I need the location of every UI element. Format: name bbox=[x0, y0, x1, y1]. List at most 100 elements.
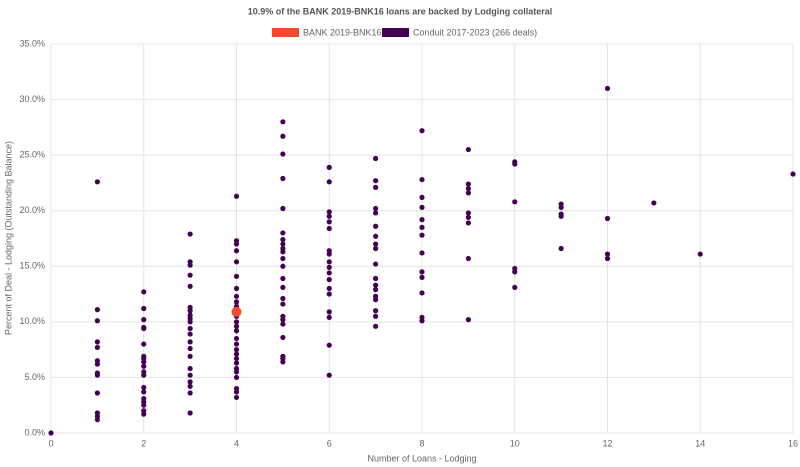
data-point bbox=[512, 284, 518, 291]
data-point bbox=[141, 389, 147, 395]
y-tick-label: 30.0% bbox=[19, 94, 45, 104]
data-point bbox=[233, 193, 240, 199]
data-point bbox=[187, 353, 193, 359]
data-point bbox=[326, 372, 332, 378]
data-point bbox=[94, 339, 100, 345]
data-point bbox=[326, 342, 332, 348]
data-point bbox=[558, 245, 564, 252]
data-point bbox=[558, 213, 564, 219]
data-point bbox=[419, 204, 425, 210]
data-point bbox=[465, 146, 471, 153]
data-point bbox=[141, 372, 147, 378]
data-point bbox=[141, 402, 147, 408]
data-point bbox=[187, 372, 193, 378]
data-point bbox=[373, 233, 379, 239]
data-point bbox=[233, 389, 240, 395]
chart-title: 10.9% of the BANK 2019-BNK16 loans are b… bbox=[248, 6, 553, 16]
data-point bbox=[697, 251, 703, 257]
data-point bbox=[233, 347, 240, 353]
data-point bbox=[280, 275, 286, 282]
data-point bbox=[233, 360, 240, 366]
x-tick-label: 6 bbox=[327, 438, 332, 448]
data-point bbox=[280, 301, 286, 307]
data-point bbox=[465, 210, 471, 216]
data-point bbox=[280, 255, 286, 262]
data-point bbox=[419, 269, 425, 275]
data-point bbox=[326, 309, 332, 315]
data-point bbox=[280, 151, 286, 157]
data-point bbox=[419, 232, 425, 238]
data-point bbox=[326, 314, 332, 321]
data-point bbox=[512, 269, 518, 275]
data-point bbox=[373, 275, 379, 282]
data-point bbox=[280, 321, 286, 327]
data-point bbox=[233, 335, 240, 342]
data-point bbox=[326, 270, 332, 276]
data-point bbox=[280, 249, 286, 255]
data-point bbox=[326, 264, 332, 270]
data-point bbox=[94, 361, 100, 367]
data-point bbox=[280, 284, 286, 291]
data-point bbox=[280, 205, 286, 212]
data-point bbox=[94, 179, 100, 185]
x-tick-label: 10 bbox=[510, 438, 520, 448]
data-point bbox=[326, 213, 332, 219]
data-point bbox=[233, 323, 240, 329]
x-tick-label: 14 bbox=[695, 438, 705, 448]
data-point bbox=[280, 241, 286, 247]
data-point bbox=[326, 179, 332, 185]
y-tick-label: 5.0% bbox=[24, 372, 45, 382]
data-point bbox=[187, 272, 193, 278]
data-point bbox=[280, 295, 286, 302]
data-point bbox=[233, 369, 240, 375]
data-point bbox=[465, 190, 471, 196]
data-point bbox=[604, 85, 611, 92]
data-point bbox=[373, 241, 379, 247]
data-point bbox=[233, 259, 240, 265]
data-point bbox=[233, 351, 240, 357]
data-point bbox=[187, 319, 193, 325]
data-point bbox=[141, 359, 147, 365]
data-point bbox=[373, 155, 379, 162]
y-tick-label: 10.0% bbox=[19, 316, 45, 326]
data-point bbox=[604, 251, 611, 257]
data-point bbox=[280, 263, 286, 269]
data-point bbox=[280, 133, 286, 139]
data-point bbox=[604, 215, 611, 222]
data-point bbox=[465, 220, 471, 226]
data-point bbox=[141, 289, 147, 295]
data-point bbox=[651, 200, 657, 206]
data-point bbox=[326, 291, 332, 297]
data-point bbox=[512, 161, 518, 167]
data-point bbox=[326, 164, 332, 170]
x-tick-label: 0 bbox=[48, 438, 53, 448]
data-point bbox=[326, 277, 332, 283]
data-point bbox=[419, 217, 425, 223]
data-point bbox=[326, 251, 332, 257]
data-point bbox=[512, 199, 518, 205]
data-point bbox=[233, 293, 240, 299]
data-point bbox=[187, 283, 193, 289]
data-point bbox=[373, 184, 379, 190]
data-point bbox=[373, 308, 379, 314]
data-point bbox=[326, 209, 332, 215]
data-point bbox=[373, 178, 379, 184]
data-point bbox=[94, 318, 100, 324]
data-point bbox=[280, 237, 286, 243]
data-point bbox=[94, 307, 100, 313]
data-point bbox=[141, 411, 147, 417]
data-point bbox=[187, 379, 193, 385]
y-tick-label: 15.0% bbox=[19, 261, 45, 271]
data-point bbox=[94, 344, 100, 351]
data-point bbox=[233, 248, 240, 254]
data-point bbox=[373, 245, 379, 252]
data-point bbox=[187, 231, 193, 237]
data-point bbox=[233, 394, 240, 401]
data-point bbox=[187, 390, 193, 396]
data-point bbox=[419, 194, 425, 200]
data-point bbox=[280, 359, 286, 365]
data-point bbox=[373, 261, 379, 267]
data-point bbox=[373, 282, 379, 288]
data-point bbox=[48, 430, 54, 436]
data-point bbox=[790, 171, 796, 177]
